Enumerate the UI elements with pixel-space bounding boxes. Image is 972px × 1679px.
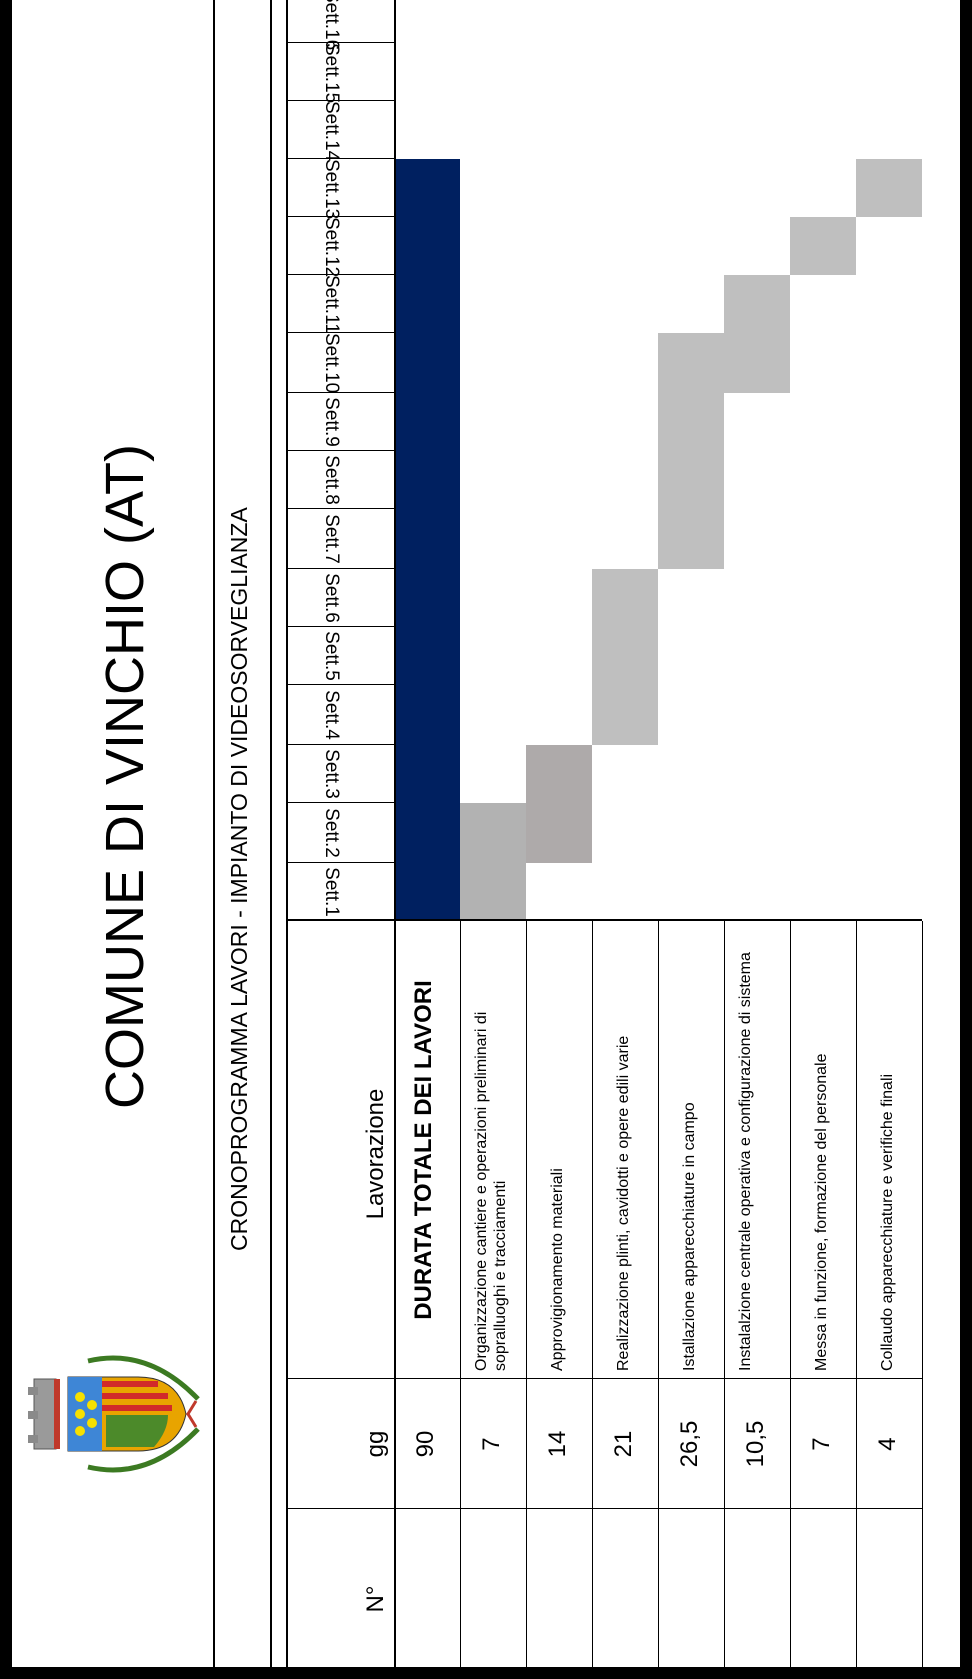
week-header-15: Sett.15 <box>321 43 342 104</box>
subtitle-divider-2 <box>286 0 288 1667</box>
duration-days: 90 <box>412 1430 439 1458</box>
activity-label: Instalalzione centrale operativa e confi… <box>737 952 754 1371</box>
week-header-5: Sett.5 <box>321 631 342 681</box>
week-header-2: Sett.2 <box>321 808 342 858</box>
row-line <box>790 921 791 1667</box>
activity-bar <box>658 333 724 569</box>
activity-bar <box>460 803 526 921</box>
activity-label: Messa in funzione, formazione del person… <box>813 1053 830 1371</box>
total-duration-label: DURATA TOTALE DEI LAVORI <box>410 980 437 1320</box>
week-col-line <box>288 626 394 627</box>
duration-days: 7 <box>478 1437 505 1451</box>
week-header-13: Sett.13 <box>321 159 342 220</box>
activity-label: Approvigionamento materiali <box>549 1168 566 1371</box>
activity-label: Collaudo apparecchiature e verifiche fin… <box>879 1073 896 1371</box>
activity-label: Istallazione apparecchiature in campo <box>681 1102 698 1371</box>
week-col-line <box>288 42 394 43</box>
header-bottom-line <box>394 0 396 1667</box>
week-col-line <box>288 158 394 159</box>
col-line-weeks <box>288 919 922 921</box>
week-col-line <box>288 802 394 803</box>
week-header-8: Sett.8 <box>321 455 342 505</box>
duration-days: 26,5 <box>676 1420 703 1468</box>
week-col-line <box>288 568 394 569</box>
column-header-n: N° <box>362 1585 389 1613</box>
row-line <box>922 921 923 1667</box>
page-subtitle: CRONOPROGRAMMA LAVORI - IMPIANTO DI VIDE… <box>226 507 252 1251</box>
week-col-line <box>288 216 394 217</box>
activity-label: Realizzazione plinti, cavidotti e opere … <box>615 1035 632 1371</box>
activity-bar <box>526 745 592 863</box>
duration-days: 10,5 <box>742 1420 769 1468</box>
duration-days: 7 <box>808 1437 835 1451</box>
row-line <box>658 921 659 1667</box>
week-header-14: Sett.14 <box>321 101 342 162</box>
activity-bar <box>790 217 856 275</box>
row-line <box>526 921 527 1667</box>
row-line <box>592 921 593 1667</box>
week-header-3: Sett.3 <box>321 749 342 799</box>
week-header-12: Sett.12 <box>321 217 342 278</box>
activity-bar <box>724 275 790 393</box>
week-col-line <box>288 392 394 393</box>
page-title: COMUNE DI VINCHIO (AT) <box>95 444 155 1109</box>
duration-days: 4 <box>874 1437 901 1451</box>
municipal-coat-of-arms-icon <box>28 1339 208 1489</box>
week-col-line <box>288 744 394 745</box>
week-header-7: Sett.7 <box>321 514 342 564</box>
week-col-line <box>288 684 394 685</box>
week-header-16: Sett.16 <box>321 0 342 51</box>
week-col-line <box>288 862 394 863</box>
row-line <box>724 921 725 1667</box>
activity-bar <box>592 569 658 745</box>
activity-label: Organizzazione cantiere e operazioni pre… <box>473 1011 509 1371</box>
column-header-lavorazione: Lavorazione <box>362 1088 389 1220</box>
week-col-line <box>288 332 394 333</box>
week-header-10: Sett.10 <box>321 333 342 394</box>
title-divider <box>213 0 215 1667</box>
subtitle-divider-1 <box>270 0 272 1667</box>
col-line-gg <box>288 1508 922 1509</box>
week-col-line <box>288 274 394 275</box>
week-header-4: Sett.4 <box>321 690 342 740</box>
col-line-lavorazione <box>288 1378 922 1379</box>
column-header-gg: gg <box>362 1430 389 1458</box>
total-duration-bar <box>394 159 460 921</box>
week-header-6: Sett.6 <box>321 573 342 623</box>
week-col-line <box>288 508 394 509</box>
week-header-11: Sett.11 <box>321 275 342 334</box>
week-col-line <box>288 450 394 451</box>
week-col-line <box>288 100 394 101</box>
week-header-9: Sett.9 <box>321 397 342 447</box>
duration-days: 21 <box>610 1430 637 1458</box>
activity-bar <box>856 159 922 217</box>
row-line <box>460 921 461 1667</box>
row-line <box>856 921 857 1667</box>
duration-days: 14 <box>544 1430 571 1458</box>
week-header-1: Sett.1 <box>321 867 342 917</box>
